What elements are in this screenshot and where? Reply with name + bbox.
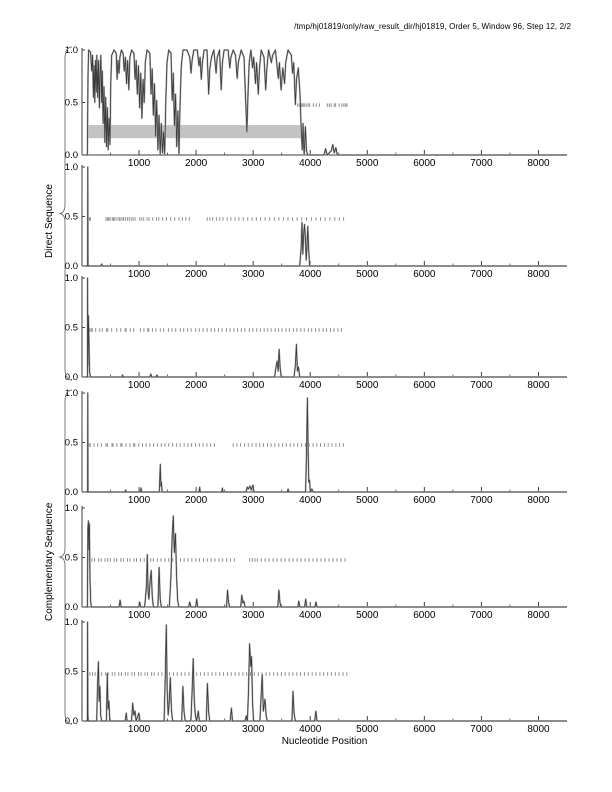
x-tick-label: 2000	[185, 269, 208, 280]
x-tick-label: 4000	[299, 380, 322, 391]
x-tick-label: 3000	[242, 380, 265, 391]
x-tick-label: 2000	[185, 380, 208, 391]
x-tick-label: 6000	[413, 380, 436, 391]
panel-direct-frame-2: 0.0 0.5 1.0 1000 2000 3000 4000 5000 6000 7000 800…	[65, 162, 567, 280]
y-tick-label: 0.5	[65, 553, 78, 564]
panel-complementary-frame-3: 0.0 0.5 1.0 1000 2000 3000 4000 5000 6000 7000 800…	[65, 617, 567, 735]
coding-potential-curve	[85, 49, 567, 156]
x-tick-label: 6000	[413, 495, 436, 506]
panel-complementary-frame-1: 0.0 0.5 1.0 1000 2000 3000 4000 5000 6000 7000 800…	[65, 388, 567, 506]
x-tick-label: 7000	[470, 380, 493, 391]
curve-shadow	[85, 277, 567, 378]
y-tick-label: 0.0	[65, 487, 78, 498]
x-tick-label: 8000	[527, 158, 550, 169]
x-tick-label: 7000	[470, 158, 493, 169]
x-tick-label: 3000	[242, 724, 265, 735]
x-tick-label: 5000	[356, 610, 379, 621]
x-tick-label: 5000	[356, 158, 379, 169]
x-tick-label: 6000	[413, 158, 436, 169]
panel-complementary-frame-2: 0.0 0.5 1.0 1000 2000 3000 4000 5000 6000 7000 800…	[65, 503, 567, 621]
x-tick-label: 8000	[527, 380, 550, 391]
x-tick-label: 1000	[128, 610, 151, 621]
y-tick-label: 1.0	[65, 162, 78, 173]
x-tick-label: 8000	[527, 495, 550, 506]
x-tick-label: 5000	[356, 495, 379, 506]
x-tick-label: 3000	[242, 269, 265, 280]
y-tick-label: 0.5	[65, 98, 78, 109]
panel-direct-frame-1: 0.0 0.5 1.0 1000 2000 3000 4000 5000 6000 7000 800…	[65, 45, 567, 169]
coding-potential-curve	[85, 621, 567, 722]
x-tick-label: 8000	[527, 724, 550, 735]
x-tick-label: 5000	[356, 269, 379, 280]
curve-shadow	[85, 621, 567, 722]
y-tick-label: 0.0	[65, 261, 78, 272]
y-tick-label: 1.0	[65, 273, 78, 284]
x-tick-label: 8000	[527, 610, 550, 621]
x-tick-label: 8000	[527, 269, 550, 280]
y-tick-label: 0.0	[65, 372, 78, 383]
x-tick-label: 5000	[356, 380, 379, 391]
x-tick-label: 4000	[299, 724, 322, 735]
x-tick-label: 2000	[185, 610, 208, 621]
plot-title: /tmp/hj01819/only/raw_result_dir/hj01819…	[294, 22, 571, 31]
coding-potential-curve	[85, 277, 567, 378]
y-tick-label: 0.5	[65, 212, 78, 223]
complementary-sequence-brace	[58, 389, 73, 725]
x-tick-label: 1000	[128, 724, 151, 735]
x-tick-label: 1000	[128, 158, 151, 169]
x-tick-label: 2000	[185, 724, 208, 735]
x-tick-label: 6000	[413, 269, 436, 280]
y-tick-label: 1.0	[65, 45, 78, 56]
y-tick-label: 0.5	[65, 323, 78, 334]
y-tick-label: 1.0	[65, 617, 78, 628]
x-tick-label: 1000	[128, 495, 151, 506]
x-tick-label: 4000	[299, 158, 322, 169]
x-tick-label: 6000	[413, 724, 436, 735]
panel-direct-frame-3: 0.0 0.5 1.0 1000 2000 3000 4000 5000 6000 7000 800…	[65, 273, 567, 391]
x-tick-label: 5000	[356, 724, 379, 735]
y-tick-label: 0.5	[65, 438, 78, 449]
x-tick-label: 7000	[470, 724, 493, 735]
x-tick-label: 3000	[242, 158, 265, 169]
y-tick-label: 0.0	[65, 716, 78, 727]
x-tick-label: 7000	[470, 610, 493, 621]
coding-potential-curve	[85, 166, 567, 267]
x-tick-label: 1000	[128, 269, 151, 280]
x-tick-label: 4000	[299, 495, 322, 506]
x-tick-label: 4000	[299, 269, 322, 280]
x-tick-label: 2000	[185, 495, 208, 506]
x-tick-label: 3000	[242, 610, 265, 621]
x-axis-title: Nucleotide Position	[281, 736, 368, 747]
y-tick-label: 1.0	[65, 388, 78, 399]
shaded-region	[87, 125, 302, 139]
curve-shadow	[85, 392, 567, 493]
x-tick-label: 2000	[185, 158, 208, 169]
coding-potential-curve	[85, 515, 567, 608]
x-tick-label: 1000	[128, 380, 151, 391]
x-tick-label: 7000	[470, 495, 493, 506]
x-tick-label: 7000	[470, 269, 493, 280]
direct-sequence-brace	[58, 46, 73, 381]
curve-shadow	[85, 166, 567, 267]
x-tick-label: 3000	[242, 495, 265, 506]
y-tick-label: 1.0	[65, 503, 78, 514]
y-tick-label: 0.0	[65, 602, 78, 613]
x-tick-label: 4000	[299, 610, 322, 621]
y-tick-label: 0.0	[65, 150, 78, 161]
y-tick-label: 0.5	[65, 667, 78, 678]
coding-potential-curve	[85, 392, 567, 493]
x-tick-label: 6000	[413, 610, 436, 621]
